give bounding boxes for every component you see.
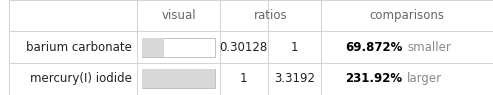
Text: 1: 1 — [240, 72, 247, 85]
Bar — [142, 38, 215, 57]
Text: 69.872%: 69.872% — [345, 41, 402, 53]
Text: 0.30128: 0.30128 — [220, 41, 268, 53]
Text: 1: 1 — [291, 41, 298, 53]
Bar — [142, 69, 215, 88]
Text: 3.3192: 3.3192 — [274, 72, 315, 85]
Text: ratios: ratios — [253, 9, 287, 22]
Text: mercury(I) iodide: mercury(I) iodide — [30, 72, 132, 85]
Text: smaller: smaller — [407, 41, 451, 53]
Text: barium carbonate: barium carbonate — [26, 41, 132, 53]
Text: 231.92%: 231.92% — [345, 72, 402, 85]
Text: comparisons: comparisons — [370, 9, 445, 22]
Text: visual: visual — [161, 9, 196, 22]
Bar — [142, 69, 215, 88]
Text: larger: larger — [407, 72, 442, 85]
Bar — [142, 38, 164, 57]
